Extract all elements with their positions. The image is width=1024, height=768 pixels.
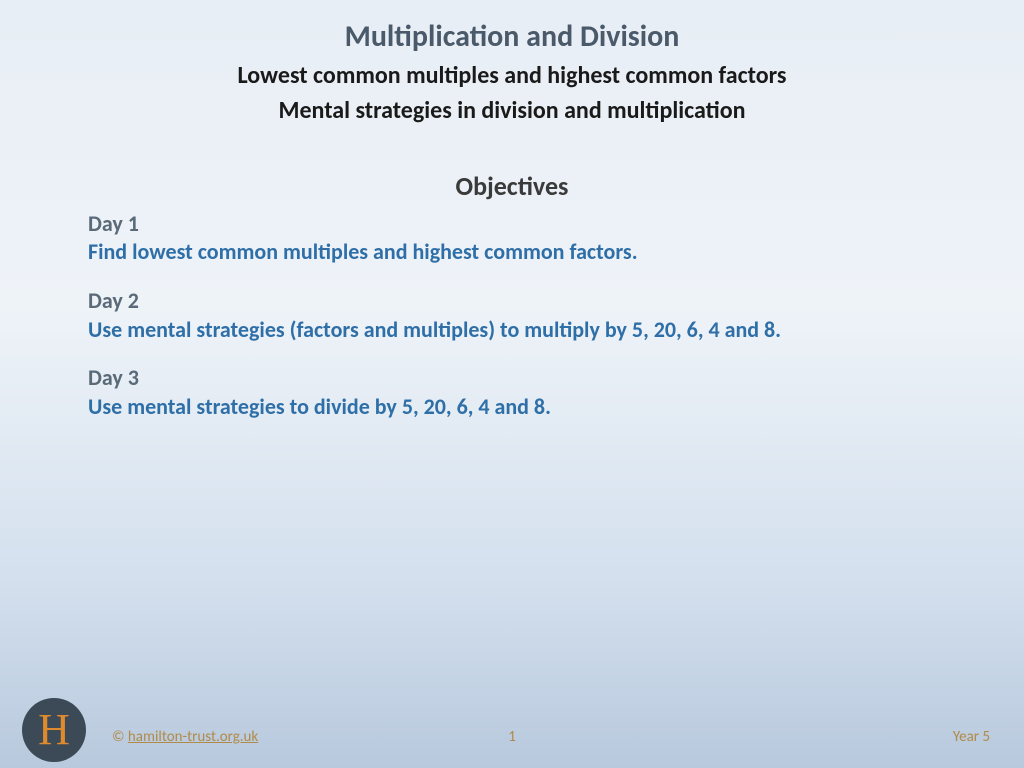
day-label: Day 3 — [88, 364, 936, 393]
day-label: Day 2 — [88, 287, 936, 316]
objective-day: Day 3 Use mental strategies to divide by… — [88, 364, 936, 421]
objective-day: Day 1 Find lowest common multiples and h… — [88, 210, 936, 267]
slide-footer: H © hamilton-trust.org.uk 1 Year 5 — [0, 688, 1024, 768]
objective-day: Day 2 Use mental strategies (factors and… — [88, 287, 936, 344]
objectives-heading: Objectives — [60, 170, 964, 202]
day-text: Find lowest common multiples and highest… — [88, 238, 936, 267]
page-number: 1 — [0, 728, 1024, 746]
slide-subtitle-2: Mental strategies in division and multip… — [60, 95, 964, 126]
objectives-body: Day 1 Find lowest common multiples and h… — [60, 210, 964, 422]
title-block: Multiplication and Division Lowest commo… — [60, 18, 964, 126]
slide-title: Multiplication and Division — [60, 18, 964, 56]
slide: Multiplication and Division Lowest commo… — [0, 0, 1024, 768]
day-text: Use mental strategies (factors and multi… — [88, 316, 936, 345]
year-label: Year 5 — [953, 728, 990, 746]
day-label: Day 1 — [88, 210, 936, 239]
day-text: Use mental strategies to divide by 5, 20… — [88, 393, 936, 422]
slide-subtitle-1: Lowest common multiples and highest comm… — [60, 60, 964, 91]
